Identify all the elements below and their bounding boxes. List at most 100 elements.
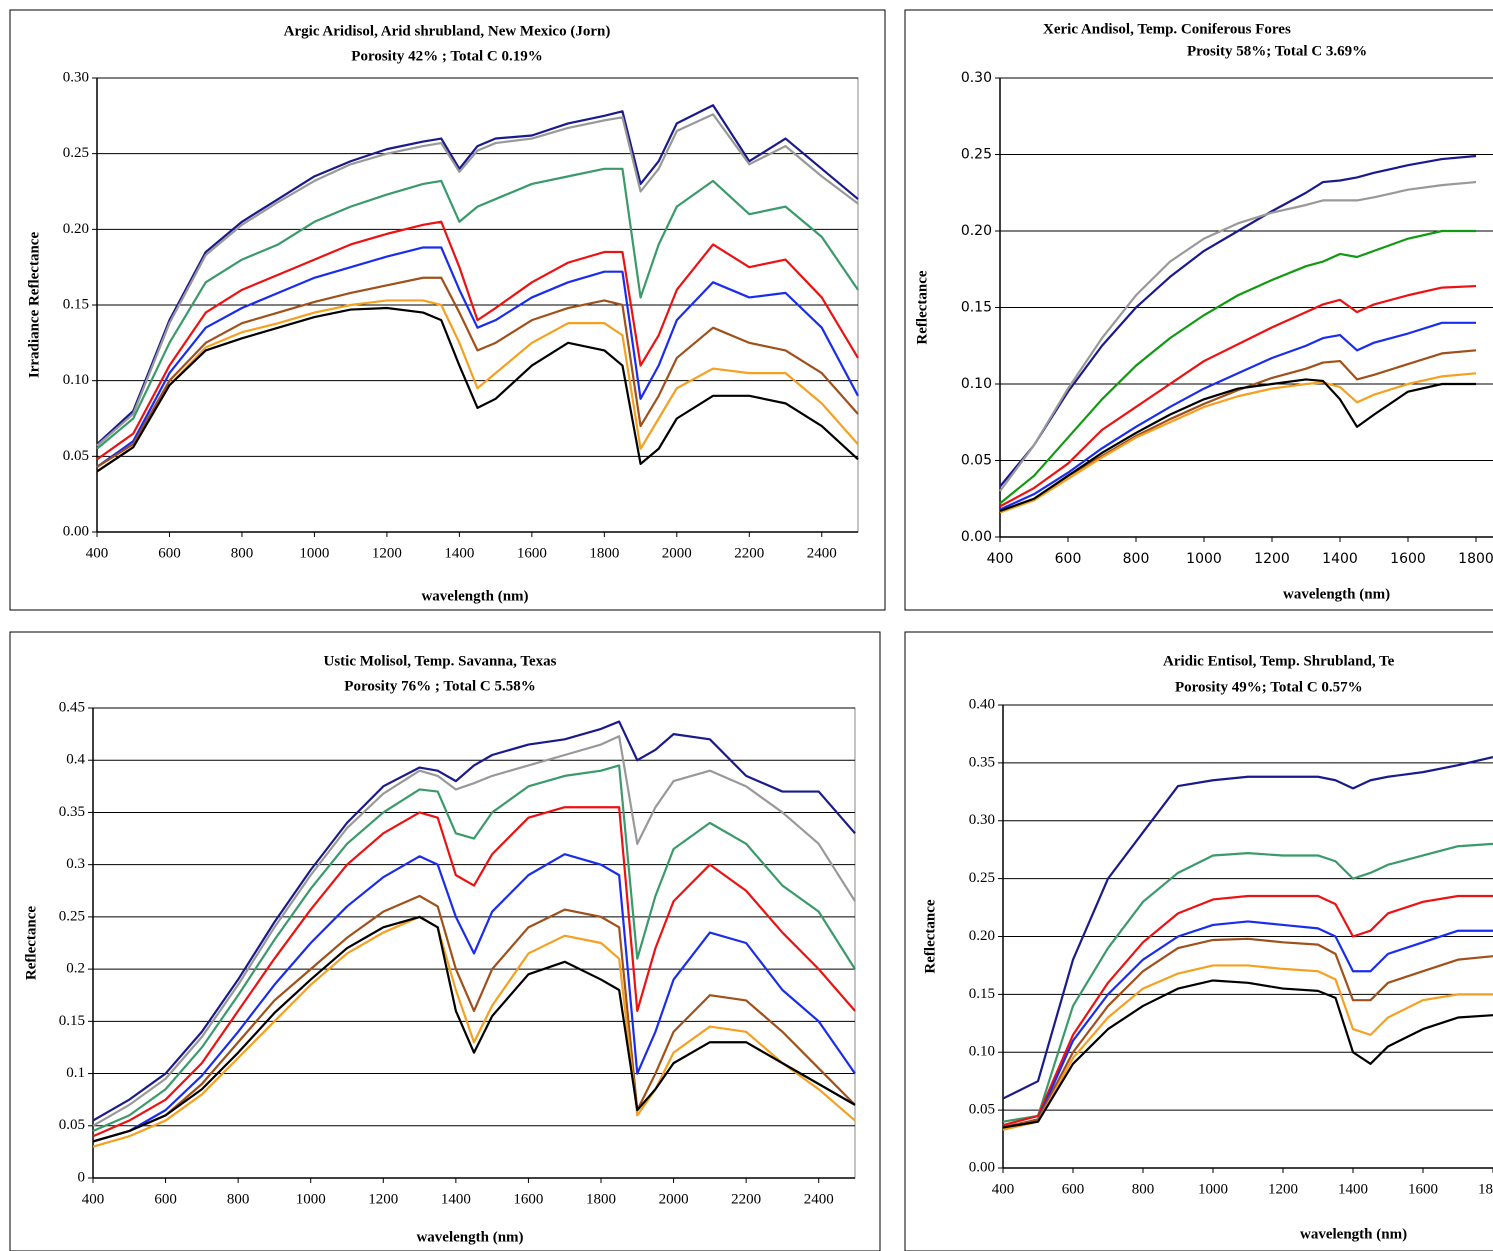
x-tick-label: 1200 [372, 545, 402, 561]
chart-subtitle: Porosity 76% ; Total C 5.58% [344, 678, 535, 694]
data-line [1002, 979, 1493, 1129]
data-line [999, 378, 1476, 513]
chart-panel: 0.00 0.05 0.10 0.15 0.20 0.25 0.30 0.35 0.40 400 6… [904, 631, 1493, 1251]
chart-title: Argic Aridisol, Arid shrubland, New Mexi… [284, 23, 611, 39]
x-axis-label: wavelength (nm) [1283, 586, 1390, 602]
x-tick-label: 1000 [296, 1191, 326, 1207]
y-tick-label: 0.35 [969, 754, 995, 770]
y-tick-label: 0.45 [59, 699, 85, 715]
x-tick-label: 2000 [662, 545, 692, 561]
x-tick-label: 1800 [1478, 1181, 1493, 1197]
panel-border [904, 9, 1493, 611]
x-tick-label: 600 [1062, 1181, 1085, 1197]
x-tick-label: 800 [231, 545, 254, 561]
data-line [96, 246, 859, 468]
y-axis-label: Reflectance [922, 899, 938, 973]
x-tick-label: 1200 [368, 1191, 398, 1207]
data-line [96, 104, 859, 446]
data-line [92, 853, 856, 1143]
data-line [92, 735, 856, 1127]
x-tick-label: 1400 [1338, 1181, 1368, 1197]
chart-panel: 0 0.05 0.1 0.15 0.2 0.25 0.3 0.35 0.4 0.45 400 600 8… [9, 631, 881, 1251]
data-line [1002, 964, 1493, 1131]
panel-border [904, 631, 1493, 1251]
y-tick-label: 0.20 [961, 223, 992, 239]
y-tick-label: 0.4 [66, 752, 85, 768]
x-tick-label: 800 [227, 1191, 250, 1207]
y-tick-label: 0.25 [59, 908, 85, 924]
x-axis-label: wavelength (nm) [421, 588, 528, 604]
data-line [96, 276, 859, 468]
y-tick-label: 0.00 [63, 523, 89, 539]
data-line [1002, 842, 1493, 1123]
x-axis-label: wavelength (nm) [416, 1229, 523, 1245]
x-tick-label: 400 [82, 1191, 105, 1207]
x-axis-label: wavelength (nm) [1300, 1226, 1407, 1242]
x-tick-label: 2400 [804, 1191, 834, 1207]
data-line [92, 894, 856, 1143]
x-tick-label: 1600 [513, 1191, 543, 1207]
x-tick-label: 600 [1055, 551, 1082, 567]
x-tick-label: 1400 [441, 1191, 471, 1207]
y-axis-label: Irradiance Reflectance [26, 232, 42, 379]
y-tick-label: 0.25 [63, 145, 89, 161]
data-line [96, 167, 859, 450]
data-line [92, 915, 856, 1143]
data-line [999, 349, 1477, 513]
y-tick-label: 0.2 [66, 961, 85, 977]
chart-panel: 0.00 0.05 0.10 0.15 0.20 0.25 0.30 400 600 800 100… [904, 9, 1493, 611]
y-tick-label: 0.40 [969, 696, 995, 712]
x-tick-label: 400 [992, 1181, 1015, 1197]
chart-subtitle: Porosity 42% ; Total C 0.19% [351, 48, 542, 64]
data-line [92, 806, 856, 1138]
x-tick-label: 1200 [1268, 1181, 1298, 1197]
data-line [96, 220, 859, 461]
y-tick-label: 0.15 [59, 1013, 85, 1029]
x-tick-label: 2000 [659, 1191, 689, 1207]
chart-panel: 0.00 0.05 0.10 0.15 0.20 0.25 0.30 400 600 800 100… [9, 9, 886, 611]
chart-title: Aridic Entisol, Temp. Shrubland, Te [1163, 653, 1395, 669]
data-line [96, 113, 859, 447]
y-tick-label: 0.05 [969, 1102, 995, 1118]
y-tick-label: 0.15 [969, 986, 995, 1002]
y-tick-label: 0.3 [66, 856, 85, 872]
chart-subtitle: Porosity 49%; Total C 0.57% [1175, 679, 1363, 695]
data-line [999, 180, 1477, 492]
x-tick-label: 1400 [444, 545, 474, 561]
y-tick-label: 0.15 [961, 300, 992, 316]
plot-frame [92, 707, 856, 1179]
y-tick-label: 0.25 [961, 147, 992, 163]
x-tick-label: 400 [86, 545, 109, 561]
chart-title: Xeric Andisol, Temp. Coniferous Fores [1043, 21, 1291, 37]
data-line [92, 720, 856, 1122]
y-tick-label: 0.05 [961, 453, 992, 469]
y-tick-label: 0.05 [59, 1117, 85, 1133]
data-line [999, 284, 1477, 508]
x-tick-label: 600 [158, 545, 181, 561]
y-tick-label: 0.15 [63, 296, 89, 312]
chart-title: Ustic Molisol, Temp. Savanna, Texas [324, 653, 557, 669]
x-tick-label: 600 [154, 1191, 177, 1207]
y-tick-label: 0 [78, 1169, 86, 1185]
panel-border [9, 9, 886, 611]
data-line [999, 154, 1477, 488]
y-tick-label: 0.30 [63, 69, 89, 85]
x-tick-label: 1000 [1186, 551, 1222, 567]
x-tick-label: 1000 [299, 545, 329, 561]
x-tick-label: 1800 [1458, 551, 1493, 567]
data-line [1002, 756, 1493, 1100]
x-tick-label: 1600 [517, 545, 547, 561]
y-tick-label: 0.00 [961, 529, 992, 545]
data-line [999, 372, 1477, 514]
x-tick-label: 1800 [589, 545, 619, 561]
x-tick-label: 1200 [1254, 551, 1290, 567]
y-tick-label: 0.1 [66, 1065, 85, 1081]
y-tick-label: 0.20 [969, 928, 995, 944]
data-line [999, 229, 1476, 505]
y-tick-label: 0.20 [63, 221, 89, 237]
data-line [96, 299, 859, 473]
x-tick-label: 1400 [1322, 551, 1358, 567]
y-tick-label: 0.00 [969, 1159, 995, 1175]
y-tick-label: 0.25 [969, 870, 995, 886]
